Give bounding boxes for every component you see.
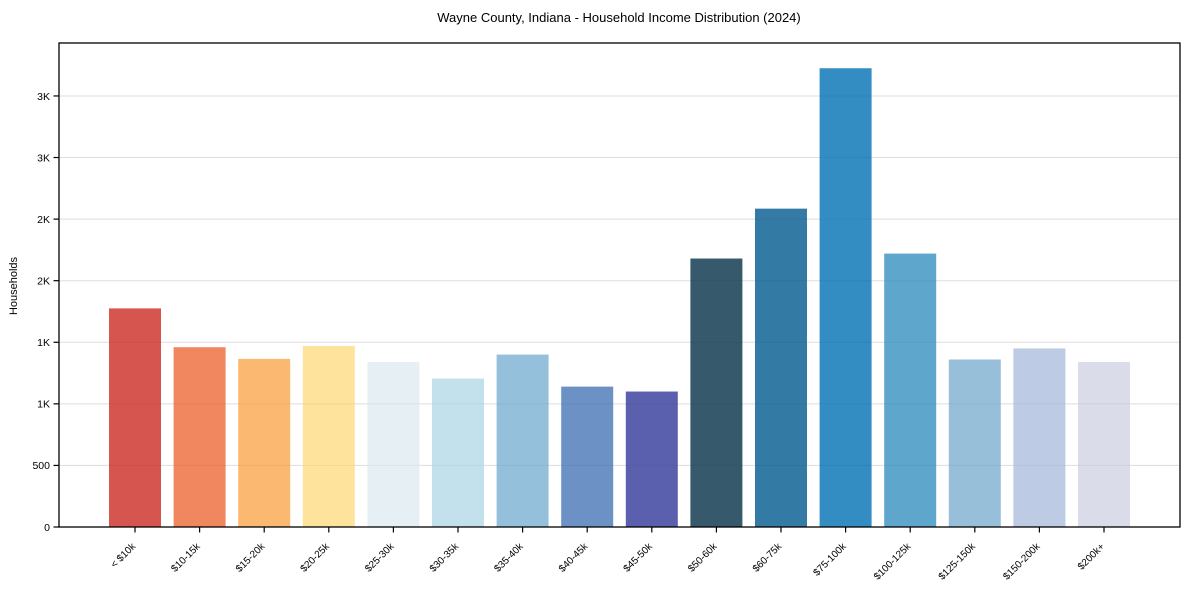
axes-group (53, 42, 1181, 533)
y-tick-label: 1K (37, 337, 50, 349)
bar-2 (173, 347, 226, 527)
bar-9 (625, 391, 678, 527)
bar-14 (948, 359, 1001, 527)
bars-group (109, 68, 1130, 528)
y-tick-label: 3K (37, 152, 50, 164)
y-tick-label: 3K (37, 91, 50, 103)
y-tick-label: 2K (37, 214, 50, 226)
x-tick-label: < $10k (109, 541, 139, 571)
bar-3 (238, 358, 291, 527)
x-tick-label: $150-200k (1001, 541, 1043, 583)
y-axis-label: Households (8, 256, 20, 315)
y-tick-label: 1K (37, 399, 50, 411)
bar-13 (884, 253, 937, 528)
x-tick-label: $15-20k (234, 541, 268, 575)
x-tick-label: $40-45k (557, 541, 591, 575)
bar-7 (496, 354, 549, 527)
bar-12 (819, 68, 872, 527)
x-tick-label: $25-30k (363, 541, 397, 575)
x-tick-label: $60-75k (751, 541, 785, 575)
x-tick-label: $20-25k (299, 541, 333, 575)
x-tick-label: $100-125k (872, 541, 914, 583)
plot-border (58, 42, 1181, 528)
chart-title: Wayne County, Indiana - Household Income… (437, 10, 800, 25)
x-tick-label: $35-40k (492, 541, 526, 575)
y-tick-label: 2K (37, 275, 50, 287)
bar-16 (1078, 361, 1130, 527)
bar-4 (302, 345, 355, 527)
bar-15 (1013, 348, 1066, 527)
bar-1 (109, 308, 161, 527)
y-tick-label: 500 (32, 460, 50, 472)
bar-6 (432, 378, 484, 527)
bar-11 (755, 208, 807, 527)
bar-10 (690, 258, 743, 527)
x-tick-label: $30-35k (428, 541, 462, 575)
x-tick-label: $75-100k (811, 541, 849, 579)
x-tick-label: $125-150k (937, 541, 979, 583)
bar-8 (561, 386, 614, 527)
x-tick-label: $45-50k (622, 541, 656, 575)
bar-5 (367, 361, 420, 527)
x-tick-label: $10-15k (169, 541, 203, 575)
gridlines-overlay-group (60, 95, 1179, 466)
x-tick-label: $200k+ (1076, 541, 1107, 572)
x-tick-label: $50-60k (686, 541, 720, 575)
y-tick-label: 0 (44, 522, 50, 534)
